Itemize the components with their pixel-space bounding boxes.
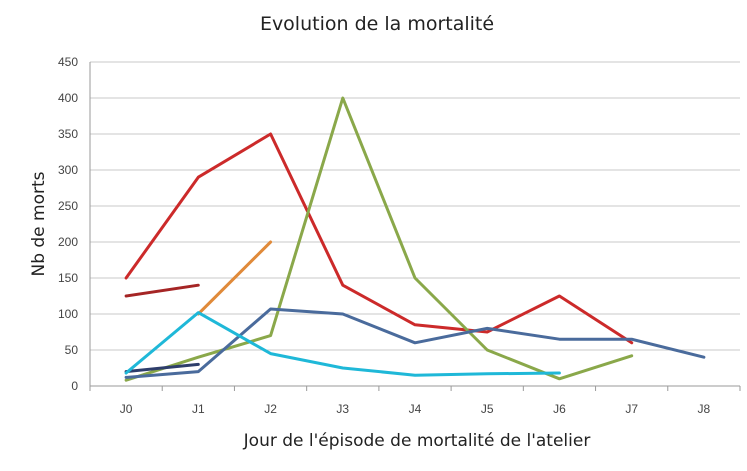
x-axis-label: Jour de l'épisode de mortalité de l'atel…: [243, 431, 591, 451]
series-line-6: [124, 362, 200, 374]
y-tick-label: 300: [58, 163, 78, 177]
y-tick-label: 400: [58, 91, 78, 105]
x-tick-label: J3: [336, 402, 349, 416]
series-line-2: [124, 283, 200, 298]
y-tick-label: 100: [58, 307, 78, 321]
gridlines: [89, 61, 740, 387]
y-tick-label: 250: [58, 199, 78, 213]
y-axis-label: Nb de morts: [29, 171, 49, 276]
y-tick-label: 450: [58, 55, 78, 69]
y-axis-ticks: 0 50 100 150 200 250 300 350 400 450: [58, 55, 78, 393]
x-tick-label: J8: [698, 402, 711, 416]
y-tick-label: 0: [71, 379, 78, 393]
x-tick-label: J0: [120, 402, 133, 416]
x-tick-label: J6: [553, 402, 566, 416]
x-tick-label: J1: [192, 402, 205, 416]
x-axis-ticks: J0 J1 J2 J3 J4 J5 J6 J7 J8: [89, 386, 741, 416]
chart-title: Evolution de la mortalité: [260, 13, 494, 35]
y-tick-label: 50: [65, 343, 79, 357]
series-line-1: [124, 132, 634, 345]
x-tick-label: J2: [264, 402, 277, 416]
series-line-7: [124, 311, 561, 377]
y-tick-label: 200: [58, 235, 78, 249]
x-tick-label: J5: [481, 402, 494, 416]
y-tick-label: 150: [58, 271, 78, 285]
series-lines: [124, 96, 706, 382]
x-tick-label: J7: [625, 402, 638, 416]
series-line-5: [124, 307, 706, 379]
series-line-3: [196, 240, 273, 316]
x-tick-label: J4: [409, 402, 422, 416]
y-tick-label: 350: [58, 127, 78, 141]
